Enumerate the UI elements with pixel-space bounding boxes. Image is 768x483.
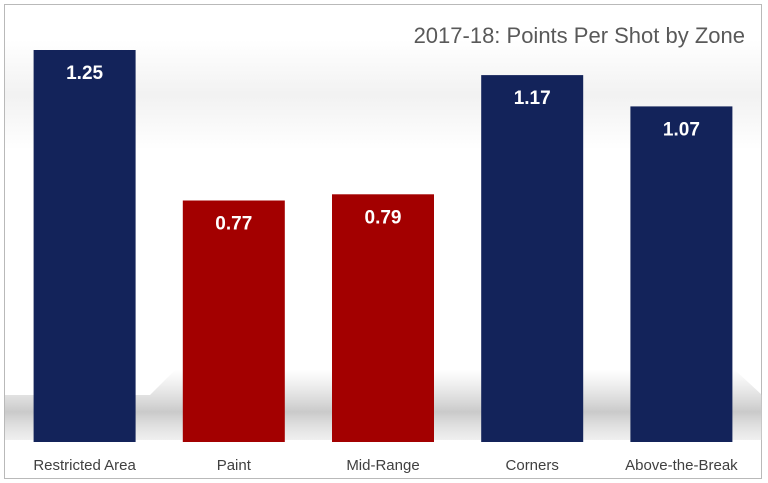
bar-above-the-break [630, 106, 733, 443]
x-tick-label: Above-the-Break [625, 457, 738, 474]
bar-mid-range [332, 194, 434, 442]
bar-restricted-area [33, 50, 136, 442]
bar-corners [481, 75, 584, 442]
x-tick-label: Mid-Range [346, 457, 419, 474]
x-axis-tick-labels: Restricted Area Paint Mid-Range Corners Abov… [33, 457, 738, 474]
x-tick-label: Restricted Area [33, 457, 136, 474]
bars-layer [33, 50, 733, 443]
bar-paint [182, 200, 285, 442]
data-label: 1.25 [66, 63, 103, 84]
data-label: 1.17 [514, 88, 551, 109]
data-label: 0.79 [365, 207, 402, 228]
x-tick-label: Corners [506, 457, 559, 474]
x-tick-label: Paint [217, 457, 252, 474]
data-label: 0.77 [215, 214, 252, 235]
data-label: 1.07 [663, 119, 700, 140]
chart-title: 2017-18: Points Per Shot by Zone [414, 23, 745, 48]
data-labels-layer: 1.25 0.77 0.79 1.17 1.07 [66, 63, 700, 235]
